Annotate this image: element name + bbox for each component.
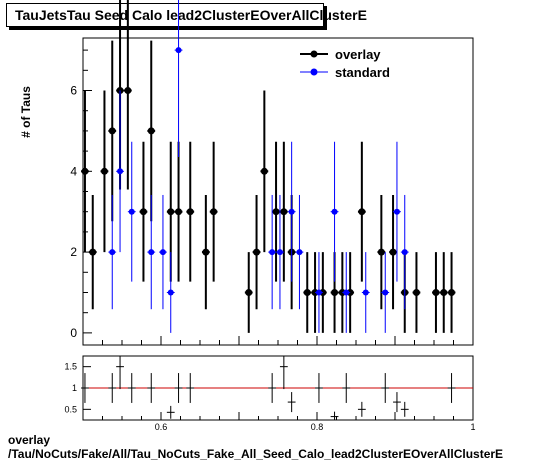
standard-point bbox=[117, 168, 124, 175]
overlay-point bbox=[448, 288, 456, 296]
overlay-point bbox=[139, 208, 147, 216]
overlay-point bbox=[147, 127, 155, 135]
standard-point bbox=[362, 289, 369, 296]
overlay-point bbox=[124, 87, 132, 95]
chart-title: TauJetsTau Seed Calo lead2ClusterEOverAl… bbox=[15, 7, 367, 23]
overlay-point bbox=[432, 288, 440, 296]
standard-point bbox=[382, 289, 389, 296]
standard-point bbox=[276, 249, 283, 256]
overlay-point bbox=[186, 208, 194, 216]
standard-point bbox=[167, 289, 174, 296]
legend-label-0: overlay bbox=[335, 47, 381, 62]
overlay-point bbox=[108, 127, 116, 135]
y-tick-label: 6 bbox=[70, 84, 77, 98]
title-box: TauJetsTau Seed Calo lead2ClusterEOverAl… bbox=[6, 3, 367, 27]
standard-point bbox=[296, 249, 303, 256]
standard-point bbox=[109, 249, 116, 256]
overlay-point bbox=[389, 248, 397, 256]
y-tick-label: 4 bbox=[70, 164, 77, 178]
overlay-point bbox=[202, 248, 210, 256]
standard-point bbox=[148, 249, 155, 256]
standard-point bbox=[269, 249, 276, 256]
main-frame bbox=[82, 37, 474, 346]
overlay-point bbox=[260, 167, 268, 175]
overlay-point bbox=[100, 167, 108, 175]
overlay-point bbox=[272, 208, 280, 216]
standard-point bbox=[401, 249, 408, 256]
standard-point bbox=[128, 208, 135, 215]
overlay-point bbox=[210, 208, 218, 216]
standard-point bbox=[159, 249, 166, 256]
legend-marker-1 bbox=[310, 68, 318, 76]
y-tick-label: 2 bbox=[70, 245, 77, 259]
standard-point bbox=[175, 47, 182, 54]
ratio-y-tick-label: 0.5 bbox=[64, 404, 77, 414]
legend-marker-0 bbox=[310, 50, 318, 58]
standard-point bbox=[315, 289, 322, 296]
footer-label: overlay bbox=[8, 433, 51, 447]
standard-point bbox=[393, 208, 400, 215]
standard-point bbox=[331, 208, 338, 215]
overlay-point bbox=[81, 167, 89, 175]
overlay-point bbox=[253, 248, 261, 256]
ratio-y-tick-label: 1.5 bbox=[64, 362, 77, 372]
y-tick-label: 0 bbox=[70, 326, 77, 340]
overlay-point bbox=[175, 208, 183, 216]
overlay-point bbox=[167, 208, 175, 216]
overlay-point bbox=[358, 208, 366, 216]
overlay-point bbox=[245, 288, 253, 296]
legend-label-1: standard bbox=[335, 65, 390, 80]
overlay-point bbox=[303, 288, 311, 296]
ratio-x-tick-label: 1 bbox=[470, 422, 475, 432]
overlay-point bbox=[331, 288, 339, 296]
ratio-y-tick-label: 1 bbox=[72, 383, 77, 393]
standard-point bbox=[288, 208, 295, 215]
overlay-point bbox=[440, 288, 448, 296]
footer-path: /Tau/NoCuts/Fake/All/Tau_NoCuts_Fake_All… bbox=[8, 447, 504, 461]
standard-point bbox=[343, 289, 350, 296]
overlay-point bbox=[412, 288, 420, 296]
ratio-x-tick-label: 0.6 bbox=[155, 422, 168, 432]
overlay-point bbox=[377, 248, 385, 256]
overlay-point bbox=[89, 248, 97, 256]
overlay-point bbox=[280, 208, 288, 216]
ratio-x-tick-label: 0.8 bbox=[311, 422, 324, 432]
